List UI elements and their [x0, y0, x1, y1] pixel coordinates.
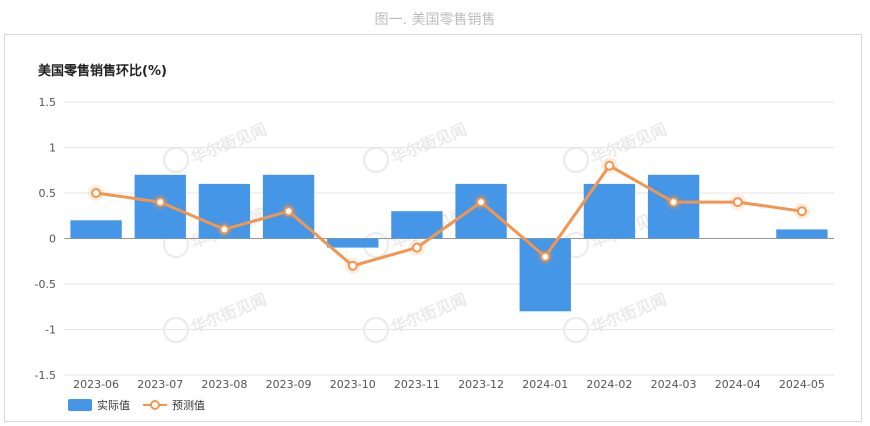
legend-swatch-bar	[68, 399, 92, 411]
legend-swatch-marker	[150, 400, 160, 410]
watermark-text: 华尔街见闻	[588, 290, 669, 338]
watermark-logo	[163, 147, 189, 173]
line-point	[155, 197, 166, 208]
watermark-text: 华尔街见闻	[388, 290, 469, 338]
y-tick-label: -0.5	[35, 278, 56, 291]
line-point	[540, 251, 551, 262]
bar	[519, 238, 571, 312]
watermark-logo	[563, 147, 589, 173]
bar	[70, 220, 122, 239]
watermark-text: 华尔街见闻	[188, 290, 269, 338]
y-tick-label: -1.5	[35, 369, 56, 382]
line-point	[732, 197, 743, 208]
x-tick-label: 2024-05	[779, 378, 825, 391]
x-tick-label: 2023-06	[73, 378, 119, 391]
watermark-text: 华尔街见闻	[188, 120, 269, 168]
line-point	[796, 206, 807, 217]
bar	[455, 183, 507, 239]
x-tick-label: 2024-03	[651, 378, 697, 391]
legend-label-bar: 实际值	[97, 398, 130, 412]
line-series	[95, 164, 803, 268]
line-point	[219, 224, 230, 235]
line-point	[604, 160, 615, 171]
y-tick-label: 1	[49, 142, 56, 155]
watermark-logo	[363, 147, 389, 173]
legend-label-line: 预测值	[172, 399, 205, 412]
y-tick-label: 1.5	[39, 96, 57, 109]
x-tick-label: 2023-09	[266, 378, 312, 391]
watermark-text: 华尔街见闻	[388, 120, 469, 168]
line-point	[91, 188, 102, 198]
figure-caption: 图一. 美国零售销售	[374, 12, 496, 28]
line-point	[411, 242, 422, 253]
chart-title: 美国零售销售环比(%)	[38, 64, 167, 79]
bar	[776, 229, 828, 239]
x-tick-label: 2024-02	[586, 378, 632, 391]
x-tick-label: 2023-12	[458, 378, 504, 391]
x-tick-label: 2023-08	[201, 378, 247, 391]
line-point	[476, 197, 487, 208]
line-point	[283, 206, 294, 217]
x-tick-label: 2023-07	[137, 378, 183, 391]
y-tick-label: 0.5	[39, 187, 57, 200]
bar	[327, 238, 379, 248]
x-tick-label: 2023-10	[330, 378, 376, 391]
x-tick-label: 2024-04	[715, 378, 761, 391]
bar	[583, 183, 636, 239]
y-tick-label: 0	[49, 233, 56, 246]
line-point	[347, 260, 358, 271]
x-tick-label: 2023-11	[394, 378, 440, 391]
line-point	[668, 197, 679, 208]
x-tick-label: 2024-01	[522, 378, 568, 391]
watermark-text: 华尔街见闻	[588, 120, 669, 168]
y-tick-label: -1	[45, 324, 56, 337]
